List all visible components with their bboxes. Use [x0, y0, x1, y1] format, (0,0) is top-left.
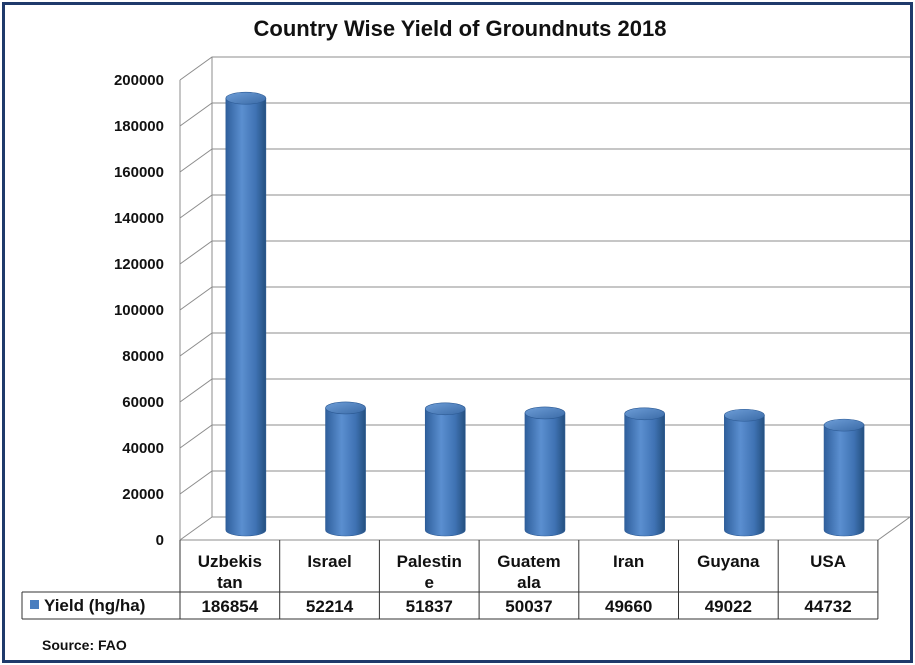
bar-guyana	[724, 408, 765, 537]
bar-top	[325, 401, 366, 415]
bar-body	[325, 407, 366, 537]
bars	[225, 91, 865, 537]
category-label: Israel	[307, 552, 351, 571]
y-tick-label: 120000	[114, 256, 164, 273]
value-label: 51837	[406, 597, 453, 616]
bar-palestine	[424, 402, 466, 537]
legend-label: Yield (hg/ha)	[44, 596, 145, 615]
data-table: Yield (hg/ha) Uzbekis tan 186854 Israel 52214…	[21, 540, 879, 620]
gridline	[179, 194, 910, 219]
gridline	[179, 240, 910, 265]
value-label: 52214	[306, 597, 354, 616]
y-tick-label: 200000	[114, 72, 164, 89]
y-tick-label: 60000	[122, 394, 164, 411]
category-label: Guyana	[697, 552, 760, 571]
gridline	[179, 148, 910, 173]
bar-iran	[624, 407, 665, 537]
gridline	[179, 332, 910, 357]
category-label: Palestin	[397, 552, 462, 571]
value-label: 50037	[505, 597, 552, 616]
bar-top	[524, 406, 566, 420]
value-label: 186854	[201, 597, 258, 616]
value-label: 49660	[605, 597, 652, 616]
bar-body	[724, 414, 765, 537]
category-label: Uzbekis	[198, 552, 262, 571]
gridline	[179, 102, 910, 127]
y-tick-label: 100000	[114, 302, 164, 319]
bar-body	[823, 424, 865, 537]
y-tick-label: 180000	[114, 118, 164, 135]
source-note: Source: FAO	[42, 637, 127, 653]
y-tick-label: 20000	[122, 486, 164, 503]
bar-top	[424, 402, 466, 416]
value-label: 44732	[804, 597, 851, 616]
legend-key	[30, 600, 39, 609]
bar-guatemala	[524, 406, 566, 537]
bar-top	[624, 407, 665, 421]
bar-body	[424, 408, 466, 537]
category-label: Guatem	[497, 552, 560, 571]
category-label: e	[425, 573, 434, 592]
gridline	[179, 56, 910, 81]
bar-israel	[325, 401, 366, 537]
gridline	[179, 424, 910, 449]
category-label: tan	[217, 573, 243, 592]
category-label: Iran	[613, 552, 644, 571]
y-tick-label: 0	[156, 532, 164, 549]
gridline	[179, 286, 910, 311]
y-tick-label: 140000	[114, 210, 164, 227]
value-label: 49022	[705, 597, 752, 616]
gridlines	[179, 56, 911, 541]
bar-body	[524, 412, 566, 537]
bar-usa	[823, 418, 865, 537]
bar-top	[724, 408, 765, 422]
gridline-base	[179, 516, 213, 541]
category-label: ala	[517, 573, 541, 592]
gridline	[179, 378, 910, 403]
bar-top	[823, 418, 865, 432]
y-tick-label: 40000	[122, 440, 164, 457]
y-tick-label: 160000	[114, 164, 164, 181]
chart-title: Country Wise Yield of Groundnuts 2018	[254, 16, 667, 41]
gridline	[179, 470, 910, 495]
y-tick-label: 80000	[122, 348, 164, 365]
category-label: USA	[810, 552, 846, 571]
bar-body	[624, 413, 665, 537]
bar-uzbekistan	[225, 91, 267, 537]
bar-top	[225, 91, 267, 105]
bar-body	[225, 97, 267, 537]
y-axis-ticks: 0 20000 40000 60000 80000 100000 120000 140000 1…	[114, 72, 164, 549]
